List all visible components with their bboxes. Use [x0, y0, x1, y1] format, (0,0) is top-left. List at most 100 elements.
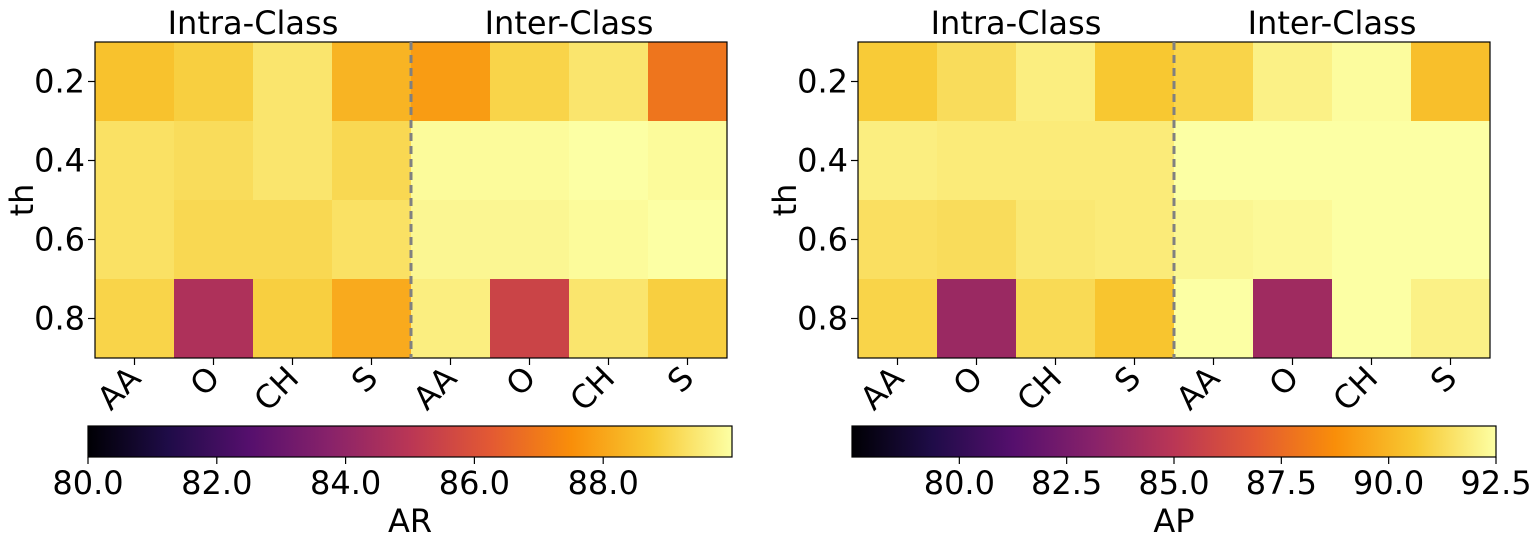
heatmap-cell	[490, 121, 570, 201]
heatmap-cell	[332, 200, 412, 280]
y-tick-label: 0.6	[34, 221, 85, 259]
y-tick-label: 0.4	[797, 142, 848, 180]
x-tick-label: S	[344, 359, 385, 400]
x-tick-label: AA	[1169, 359, 1228, 418]
colorbar-tick-label: 84.0	[310, 464, 381, 502]
heatmap-cell	[95, 121, 175, 201]
heatmap-cell	[1016, 121, 1096, 201]
x-tick-label: O	[1261, 359, 1306, 404]
heatmap-cell	[174, 200, 254, 280]
x-tick-label: O	[182, 359, 227, 404]
group-title: Inter-Class	[485, 4, 654, 42]
heatmap-cell	[1095, 200, 1175, 280]
colorbar	[851, 425, 1497, 458]
heatmap-cell	[1016, 200, 1096, 280]
heatmap-cell	[1411, 42, 1491, 122]
y-tick-label: 0.4	[34, 142, 85, 180]
group-title: Intra-Class	[168, 4, 339, 42]
y-tick-label: 0.6	[797, 221, 848, 259]
x-tick-label: S	[660, 359, 701, 400]
group-title: Inter-Class	[1248, 4, 1417, 42]
group-title: Intra-Class	[931, 4, 1102, 42]
heatmap-cell	[648, 279, 728, 359]
y-axis-label: th	[3, 184, 41, 217]
heatmap-cell	[569, 42, 649, 122]
heatmap-cell	[937, 121, 1017, 201]
colorbar-tick-label: 86.0	[439, 464, 510, 502]
heatmap-cell	[332, 279, 412, 359]
heatmap-cell	[490, 279, 570, 359]
x-tick-label: CH	[1325, 359, 1385, 419]
heatmap-cell	[253, 42, 333, 122]
heatmap-cell	[1095, 42, 1175, 122]
heatmap-cell	[95, 42, 175, 122]
y-tick-label: 0.2	[34, 63, 85, 101]
y-tick-label: 0.8	[797, 300, 848, 338]
y-tick-label: 0.2	[797, 63, 848, 101]
heatmap-cell	[1253, 121, 1333, 201]
heatmap-cell	[332, 121, 412, 201]
colorbar-tick-label: 80.0	[924, 464, 995, 502]
heatmap-cell	[95, 200, 175, 280]
heatmap-cell	[569, 121, 649, 201]
colorbar-tick-label: 92.5	[1460, 464, 1531, 502]
heatmap-cell	[1411, 279, 1491, 359]
heatmap-cell	[1253, 42, 1333, 122]
heatmap-cell	[332, 42, 412, 122]
heatmap-cell	[253, 279, 333, 359]
x-tick-label: CH	[246, 359, 306, 419]
heatmap-cell	[1411, 200, 1491, 280]
heatmap-cell	[411, 42, 491, 122]
heatmap-cell	[858, 42, 938, 122]
x-tick-label: CH	[562, 359, 622, 419]
x-tick-label: O	[498, 359, 543, 404]
colorbar-tick-label: 88.0	[568, 464, 639, 502]
heatmap-cell	[411, 279, 491, 359]
heatmap-cell	[1332, 200, 1412, 280]
x-tick-label: O	[945, 359, 990, 404]
colorbar-tick-label: 82.5	[1031, 464, 1102, 502]
x-tick-label: S	[1423, 359, 1464, 400]
y-tick-label: 0.8	[34, 300, 85, 338]
colorbar	[87, 425, 733, 458]
heatmap-cell	[490, 200, 570, 280]
heatmap-cell	[1095, 279, 1175, 359]
colorbar-label: AP	[1153, 502, 1194, 540]
heatmap-cell	[174, 121, 254, 201]
heatmap-cell	[95, 279, 175, 359]
colorbar-tick-label: 87.5	[1246, 464, 1317, 502]
heatmap-cell	[411, 121, 491, 201]
heatmap-cell	[174, 279, 254, 359]
heatmap-cell	[1016, 42, 1096, 122]
y-axis-label: th	[766, 184, 804, 217]
heatmap-cell	[490, 42, 570, 122]
heatmap-cell	[174, 42, 254, 122]
heatmap-cell	[1332, 121, 1412, 201]
heatmap-cell	[411, 200, 491, 280]
heatmap-cell	[1095, 121, 1175, 201]
colorbar-tick-label: 82.0	[181, 464, 252, 502]
x-tick-label: AA	[90, 359, 149, 418]
colorbar-tick-label: 85.0	[1138, 464, 1209, 502]
heatmap-cell	[253, 200, 333, 280]
heatmap-cell	[1253, 279, 1333, 359]
colorbar-tick-label: 80.0	[52, 464, 123, 502]
x-tick-label: CH	[1009, 359, 1069, 419]
heatmap-cell	[648, 121, 728, 201]
heatmap-cell	[1332, 42, 1412, 122]
heatmap-cell	[648, 200, 728, 280]
x-tick-label: AA	[406, 359, 465, 418]
heatmap-cell	[1174, 200, 1254, 280]
heatmap-cell	[1411, 121, 1491, 201]
heatmap-cell	[1332, 279, 1412, 359]
heatmap-cell	[858, 121, 938, 201]
heatmap-cell	[648, 42, 728, 122]
heatmap-cell	[569, 200, 649, 280]
heatmap-cell	[1174, 42, 1254, 122]
x-tick-label: AA	[853, 359, 912, 418]
heatmap-cell	[569, 279, 649, 359]
heatmap-cell	[1253, 200, 1333, 280]
